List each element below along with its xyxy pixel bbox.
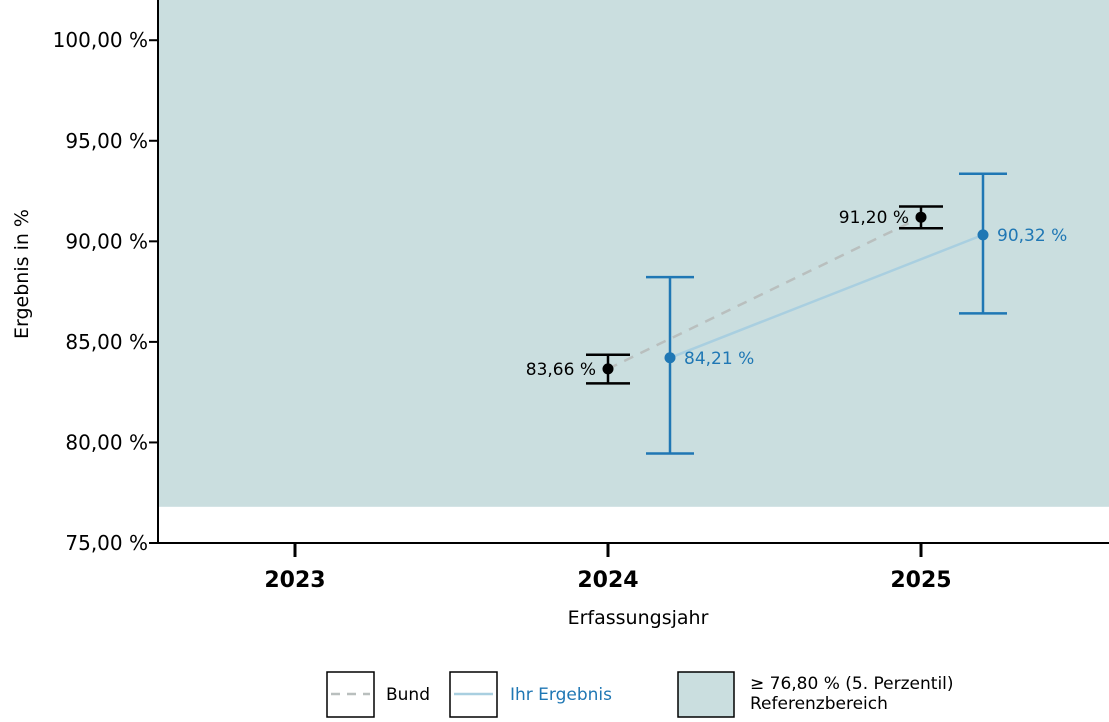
data-label-ihr-ergebnis: 84,21 % bbox=[684, 349, 754, 369]
y-tick-label: 80,00 % bbox=[65, 430, 148, 454]
x-tick-label: 2023 bbox=[264, 568, 325, 593]
legend-label-ihr-ergebnis: Ihr Ergebnis bbox=[510, 685, 612, 705]
legend-label-bund: Bund bbox=[386, 685, 430, 705]
series-line-ihr-ergebnis bbox=[669, 233, 984, 359]
y-tick-label: 95,00 % bbox=[65, 129, 148, 153]
x-axis-title: Erfassungsjahr bbox=[568, 607, 709, 629]
data-label-ihr-ergebnis: 90,32 % bbox=[997, 226, 1067, 246]
legend-swatch-referenzbereich bbox=[677, 671, 735, 718]
y-axis-title: Ergebnis in % bbox=[11, 209, 33, 339]
series-line-bund bbox=[607, 216, 922, 370]
x-tick-label: 2024 bbox=[577, 568, 638, 593]
reference-area bbox=[158, 0, 1109, 507]
data-label-bund: 91,20 % bbox=[839, 208, 909, 228]
legend-item-ihr-ergebnis: Ihr Ergebnis bbox=[449, 671, 612, 718]
data-point-ihr-ergebnis bbox=[664, 352, 676, 364]
legend-item-bund: Bund bbox=[326, 671, 430, 718]
legend-label-reference-line2: Referenzbereich bbox=[750, 694, 888, 714]
data-label-bund: 83,66 % bbox=[526, 360, 596, 380]
legend-item-referenzbereich: ≥ 76,80 % (5. Perzentil) Referenzbereich bbox=[677, 671, 954, 718]
y-tick-label: 90,00 % bbox=[65, 229, 148, 253]
legend-label-reference-line1: ≥ 76,80 % (5. Perzentil) bbox=[750, 674, 954, 694]
y-tick-label: 75,00 % bbox=[65, 531, 148, 555]
y-tick-label: 100,00 % bbox=[53, 28, 148, 52]
y-tick-label: 85,00 % bbox=[65, 330, 148, 354]
data-point-bund bbox=[602, 363, 614, 375]
legend: Bund Ihr Ergebnis ≥ 76,80 % (5. Perzenti… bbox=[326, 671, 954, 718]
data-point-ihr-ergebnis bbox=[977, 229, 989, 241]
data-point-bund bbox=[915, 211, 927, 223]
x-tick-label: 2025 bbox=[890, 568, 951, 593]
